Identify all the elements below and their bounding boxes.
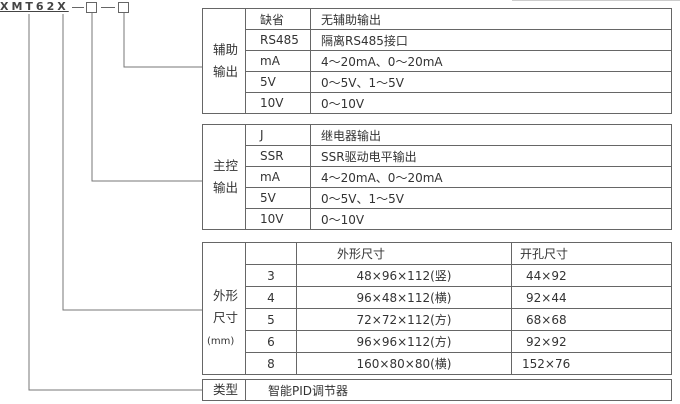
connector-main bbox=[91, 13, 202, 182]
dimensions-table: 外形 尺寸 (mm) 外形尺寸 开孔尺寸 3 48×96×112(竖) 44×92 4 96… bbox=[202, 242, 672, 375]
connector-aux bbox=[123, 13, 202, 68]
outer-size: 96×48×112(横) bbox=[296, 286, 512, 309]
cutout-size: 44×92 bbox=[511, 264, 672, 287]
option-box-aux bbox=[118, 2, 129, 13]
header-cell: 开孔尺寸 bbox=[511, 242, 672, 265]
outer-size: 160×80×80(横) bbox=[296, 352, 512, 375]
cutout-size: 92×92 bbox=[511, 330, 672, 353]
code-cell: 10V bbox=[245, 92, 311, 114]
code-cell: mA bbox=[245, 50, 311, 72]
outer-size: 48×96×112(竖) bbox=[296, 264, 512, 287]
aux-output-table: 辅助 输出 缺省 无辅助输出 RS485 隔离RS485接口 mA 4～20mA、0～20… bbox=[202, 8, 672, 114]
desc-cell: 0～5V、1～5V bbox=[310, 187, 672, 209]
size-code: 6 bbox=[245, 330, 297, 353]
header-cell: 外形尺寸 bbox=[296, 242, 512, 265]
connector-type bbox=[28, 14, 202, 391]
desc-cell: 继电器输出 bbox=[310, 124, 672, 146]
aux-output-label: 辅助 输出 bbox=[202, 8, 246, 114]
code-cell: J bbox=[245, 124, 311, 146]
type-value: 智能PID调节器 bbox=[245, 379, 672, 401]
type-label: 类型 bbox=[202, 379, 246, 401]
dash bbox=[72, 7, 84, 8]
dash bbox=[101, 7, 115, 8]
desc-cell: 4～20mA、0～20mA bbox=[310, 50, 672, 72]
size-code: 8 bbox=[245, 352, 297, 375]
code-cell: 缺省 bbox=[245, 8, 311, 30]
size-code: 4 bbox=[245, 286, 297, 309]
size-code: 3 bbox=[245, 264, 297, 287]
code-cell: 5V bbox=[245, 71, 311, 93]
main-output-label: 主控 输出 bbox=[202, 124, 246, 230]
dimensions-label-text: 外形 尺寸 bbox=[213, 287, 239, 325]
code-cell: 10V bbox=[245, 208, 311, 230]
divider bbox=[512, 0, 680, 1]
cutout-size: 68×68 bbox=[511, 308, 672, 331]
header-cell bbox=[245, 242, 297, 265]
cutout-size: 92×44 bbox=[511, 286, 672, 309]
code-cell: mA bbox=[245, 166, 311, 188]
main-output-table: 主控 输出 J 继电器输出 SSR SSR驱动电平输出 mA 4～20mA、0～20mA … bbox=[202, 124, 672, 230]
type-table: 类型 智能PID调节器 bbox=[202, 379, 672, 401]
code-cell: SSR bbox=[245, 145, 311, 167]
model-code: XMT62X bbox=[0, 0, 69, 13]
code-cell: RS485 bbox=[245, 29, 311, 51]
desc-cell: 4～20mA、0～20mA bbox=[310, 166, 672, 188]
model-prefix: XMT62X bbox=[0, 0, 69, 13]
desc-cell: 无辅助输出 bbox=[310, 8, 672, 30]
desc-cell: 0～10V bbox=[310, 92, 672, 114]
desc-cell: 0～5V、1～5V bbox=[310, 71, 672, 93]
desc-cell: 隔离RS485接口 bbox=[310, 29, 672, 51]
outer-size: 96×96×112(方) bbox=[296, 330, 512, 353]
dimensions-unit: (mm) bbox=[207, 335, 235, 347]
dimensions-label: 外形 尺寸 (mm) bbox=[202, 242, 246, 375]
desc-cell: 0～10V bbox=[310, 208, 672, 230]
desc-cell: SSR驱动电平输出 bbox=[310, 145, 672, 167]
code-cell: 5V bbox=[245, 187, 311, 209]
option-box-main bbox=[86, 2, 97, 13]
size-code: 5 bbox=[245, 308, 297, 331]
outer-size: 72×72×112(方) bbox=[296, 308, 512, 331]
connector-size bbox=[62, 14, 202, 311]
cutout-size: 152×76 bbox=[511, 352, 672, 375]
